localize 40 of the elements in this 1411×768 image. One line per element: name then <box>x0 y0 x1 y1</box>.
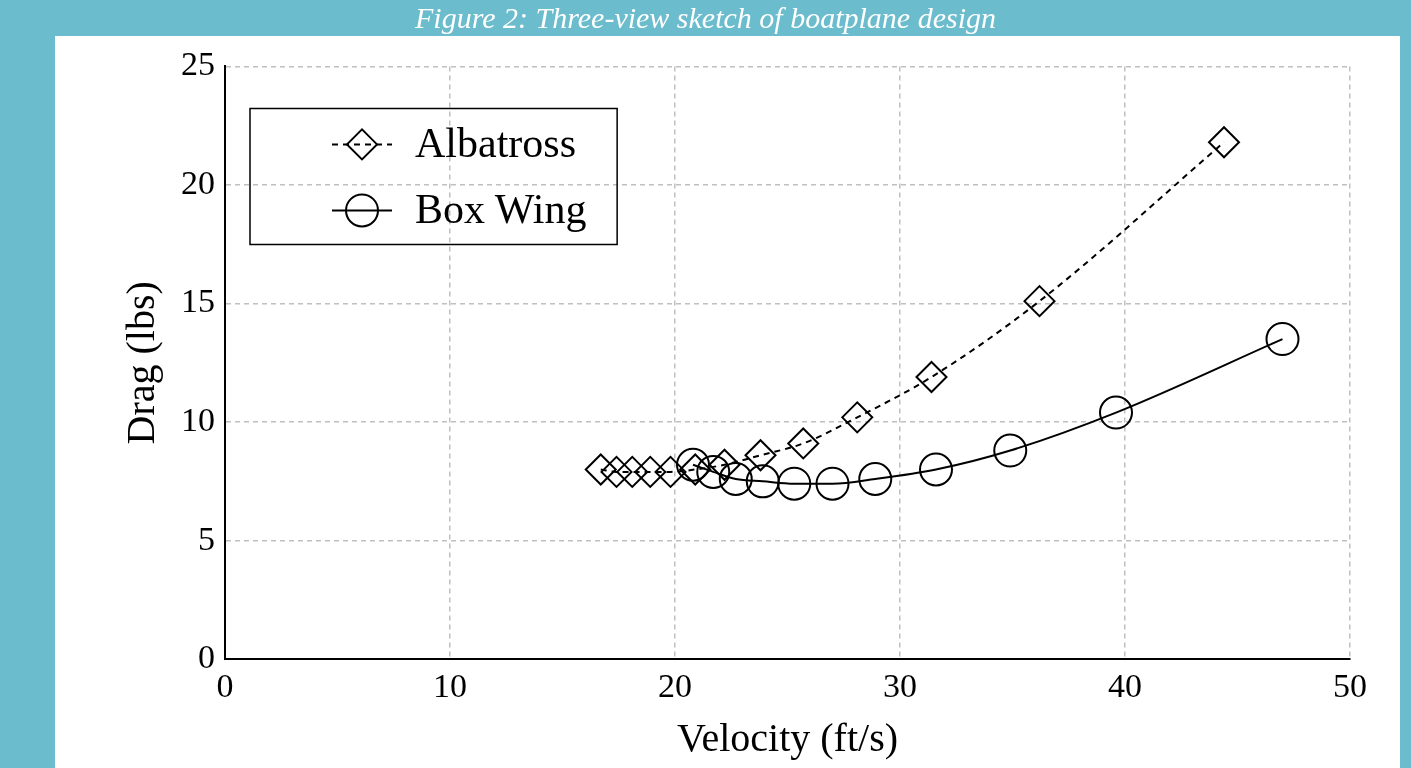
point <box>696 454 731 489</box>
point <box>777 466 812 501</box>
legend-label: Albatross <box>415 120 576 167</box>
point <box>858 461 893 496</box>
x-tick-label: 10 <box>433 666 467 704</box>
y-tick-label: 0 <box>198 638 215 676</box>
y-tick-label: 5 <box>198 519 215 557</box>
y-axis-title: Drag (lbs) <box>117 281 163 445</box>
point <box>679 453 712 486</box>
point <box>919 452 953 487</box>
x-tick-label: 20 <box>658 666 692 704</box>
y-tick-label: 15 <box>181 282 215 320</box>
point <box>993 433 1028 468</box>
point <box>744 439 777 472</box>
x-tick-label: 30 <box>883 666 917 704</box>
point <box>600 455 633 488</box>
point <box>787 427 820 460</box>
point <box>815 466 850 501</box>
point <box>616 455 649 488</box>
point <box>708 448 741 481</box>
point <box>718 461 753 496</box>
x-tick-label: 50 <box>1333 666 1367 704</box>
point <box>654 455 687 488</box>
point <box>634 455 667 488</box>
point <box>1099 395 1133 430</box>
x-tick-label: 40 <box>1108 666 1142 704</box>
x-axis-title: Velocity (ft/s) <box>676 714 899 760</box>
y-tick-label: 10 <box>181 401 215 438</box>
point <box>676 447 710 482</box>
point <box>1265 322 1300 357</box>
y-tick-label: 20 <box>181 163 215 201</box>
point <box>1023 285 1056 318</box>
legend-label: Box Wing <box>415 186 587 233</box>
y-tick-label: 25 <box>181 45 215 83</box>
chart-title: Figure 2: Three-view sketch of boatplane design <box>414 0 997 36</box>
point <box>584 453 617 486</box>
point <box>915 361 948 394</box>
point <box>841 401 874 434</box>
point <box>745 464 780 499</box>
point <box>1208 126 1240 159</box>
